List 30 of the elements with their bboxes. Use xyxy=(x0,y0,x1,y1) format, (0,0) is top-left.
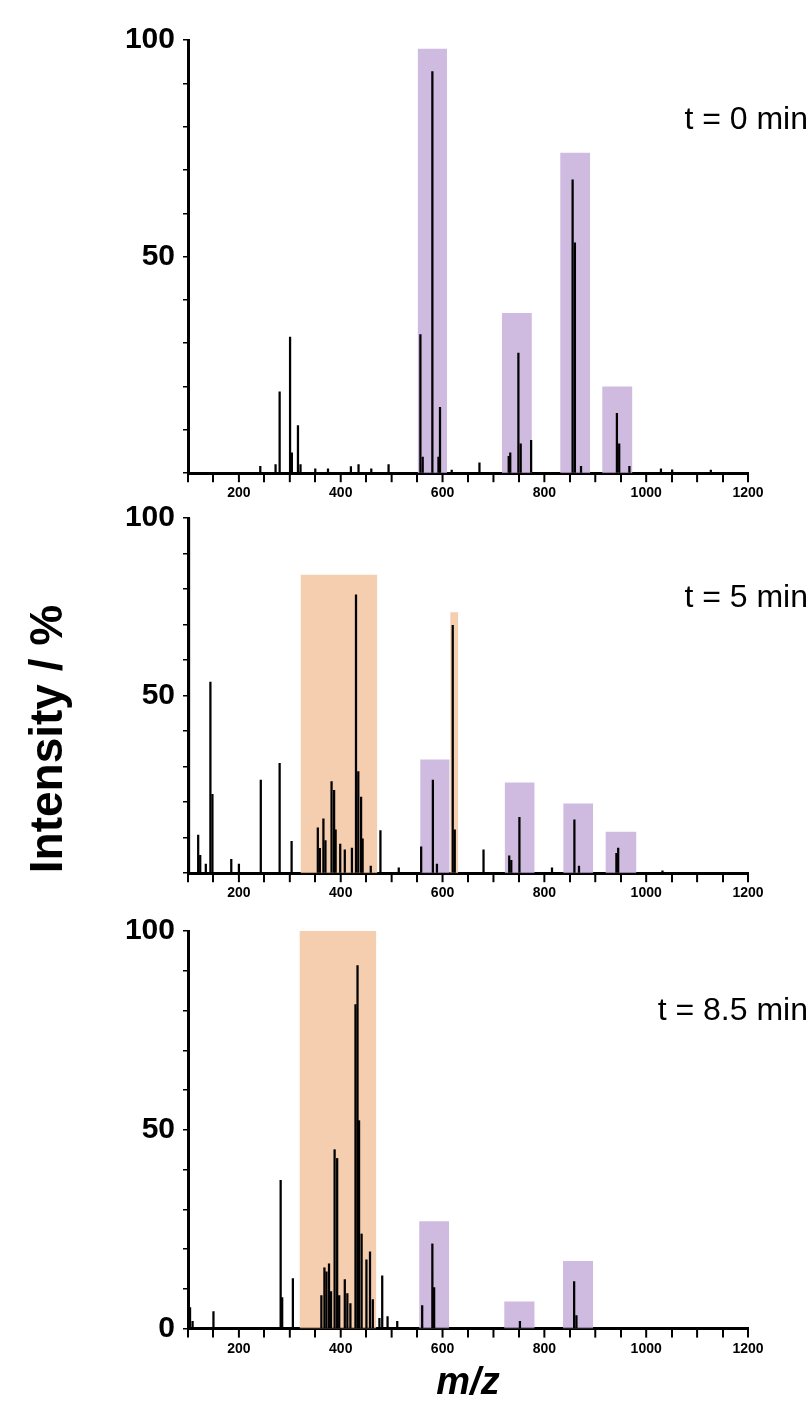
y-tick-label: 0 xyxy=(158,1309,175,1343)
y-tick-label: 50 xyxy=(141,237,175,271)
x-tick-label: 600 xyxy=(430,484,455,501)
x-tick-label: 200 xyxy=(227,1339,251,1356)
y-tick-label: 100 xyxy=(124,912,175,946)
y-tick-label: 50 xyxy=(141,676,175,710)
x-tick-label: 1200 xyxy=(732,1339,764,1356)
annotation: t = 8.5 min xyxy=(657,990,808,1027)
x-tick-label: 800 xyxy=(532,884,557,901)
x-tick-label: 600 xyxy=(430,1339,455,1356)
x-tick-label: 600 xyxy=(430,884,455,901)
annotation: t = 5 min xyxy=(684,577,808,614)
y-tick-label: 100 xyxy=(124,21,175,55)
y-tick-label: 100 xyxy=(124,499,175,533)
x-tick-label: 200 xyxy=(227,884,251,901)
x-tick-label: 400 xyxy=(329,484,353,501)
x-tick-label: 400 xyxy=(329,1339,353,1356)
y-tick-label: 50 xyxy=(141,1111,175,1145)
x-tick-label: 1200 xyxy=(732,484,764,501)
y-axis-title: Intensity / % xyxy=(19,604,73,873)
x-tick-label: 1000 xyxy=(630,484,662,501)
x-tick-label: 800 xyxy=(532,1339,557,1356)
annotation: t = 0 min xyxy=(684,99,808,136)
x-tick-label: 200 xyxy=(227,484,251,501)
x-tick-label: 1200 xyxy=(732,884,764,901)
x-axis-title: m/z xyxy=(436,1359,500,1402)
x-tick-label: 1000 xyxy=(630,1339,662,1356)
x-tick-label: 400 xyxy=(329,884,353,901)
x-tick-label: 1000 xyxy=(630,884,662,901)
x-tick-label: 800 xyxy=(532,484,557,501)
